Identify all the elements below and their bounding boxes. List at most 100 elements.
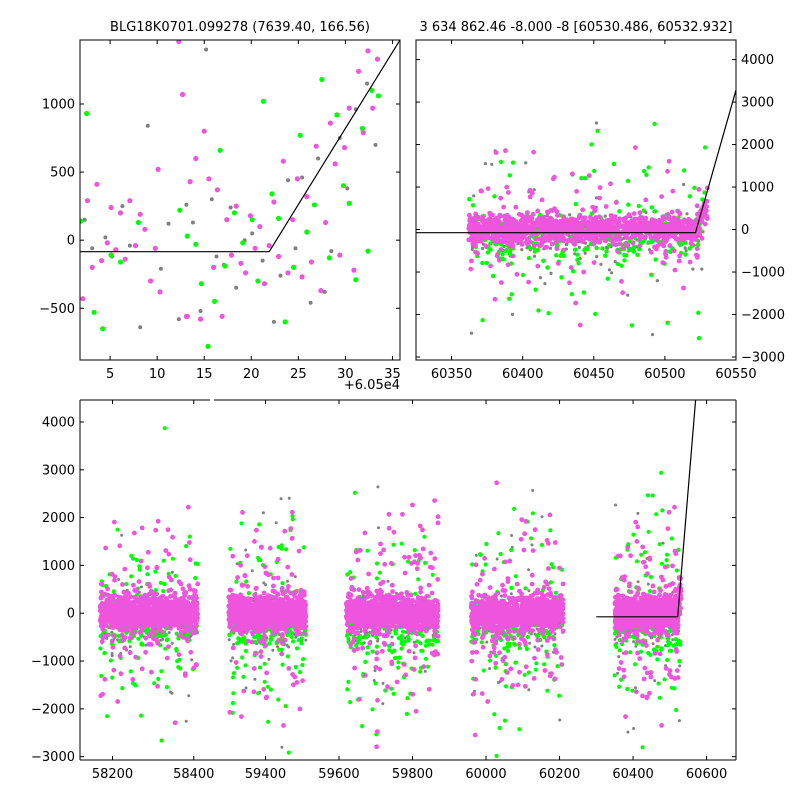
green-point: [193, 575, 198, 581]
pink-point: [570, 230, 576, 236]
pink-point: [599, 218, 605, 224]
green-point: [159, 738, 164, 743]
pink-point: [155, 613, 161, 618]
pink-point: [290, 217, 296, 223]
green-point: [576, 261, 581, 266]
pink-point: [518, 236, 524, 241]
green-point: [162, 581, 167, 587]
pink-point: [694, 203, 700, 209]
pink-point: [263, 643, 269, 648]
pink-point: [150, 624, 156, 630]
pink-point: [165, 616, 170, 622]
gray-point: [469, 331, 474, 335]
pink-point: [127, 198, 133, 204]
green-point: [595, 128, 600, 134]
gray-point: [120, 204, 125, 209]
pink-point: [157, 289, 163, 295]
pink-point: [130, 604, 135, 610]
green-point: [291, 264, 297, 270]
pink-point: [561, 238, 567, 244]
pink-point: [612, 214, 618, 220]
pink-point: [219, 313, 225, 319]
green-point: [600, 246, 605, 251]
pink-point: [146, 641, 152, 647]
pink-point: [545, 228, 551, 234]
pink-point: [191, 665, 197, 671]
pink-point: [500, 237, 506, 243]
green-point: [581, 290, 587, 295]
pink-point: [536, 229, 541, 235]
green-point: [139, 713, 144, 718]
green-point: [702, 190, 707, 195]
green-point: [176, 665, 181, 670]
pink-point: [137, 211, 143, 217]
green-point: [603, 253, 608, 258]
green-point: [667, 249, 672, 254]
pink-point: [288, 590, 293, 596]
gray-point: [286, 579, 289, 583]
pink-point: [490, 234, 495, 240]
pink-point: [632, 216, 638, 222]
pink-point: [489, 218, 494, 224]
pink-point: [180, 91, 186, 98]
pink-point: [471, 233, 476, 239]
pink-point: [113, 607, 119, 612]
pink-point: [548, 236, 553, 242]
pink-point: [593, 234, 598, 240]
pink-point: [492, 238, 498, 244]
gray-point: [549, 271, 553, 275]
green-point: [145, 572, 150, 577]
pink-point: [537, 236, 543, 242]
green-point: [231, 210, 237, 216]
gray-point: [316, 156, 321, 161]
pink-point: [166, 588, 172, 594]
pink-point: [270, 588, 276, 594]
pink-point: [279, 651, 285, 657]
pink-point: [149, 612, 154, 617]
pink-point: [122, 256, 128, 262]
pink-point: [300, 678, 305, 683]
pink-point: [603, 238, 609, 244]
green-point: [235, 641, 240, 646]
pink-point: [172, 720, 178, 726]
pink-point: [110, 595, 116, 601]
pink-point: [159, 594, 164, 600]
green-point: [280, 662, 285, 667]
pink-point: [581, 269, 587, 275]
green-point: [545, 265, 550, 270]
x-tick-label: 5: [106, 367, 114, 382]
green-point: [484, 260, 489, 266]
pink-point: [104, 240, 110, 246]
gray-point: [244, 686, 248, 690]
green-point: [573, 247, 578, 252]
pink-point: [492, 296, 498, 302]
gray-point: [145, 123, 150, 128]
pink-point: [545, 217, 551, 223]
pink-point: [101, 605, 107, 611]
gray-point: [655, 279, 659, 283]
pink-point: [686, 216, 691, 222]
green-point: [120, 686, 125, 691]
pink-point: [178, 596, 184, 601]
gray-point: [622, 236, 626, 240]
green-point: [124, 630, 129, 635]
pink-point: [525, 241, 531, 247]
pink-point: [166, 644, 172, 649]
green-point: [129, 553, 134, 559]
y-tick-label: 0: [741, 223, 749, 238]
pink-point: [556, 226, 562, 232]
pink-point: [623, 241, 628, 247]
pink-point: [374, 56, 380, 62]
gray-point: [190, 220, 195, 225]
green-point: [260, 98, 267, 104]
pink-point: [250, 630, 255, 636]
green-point: [153, 569, 158, 574]
pink-point: [168, 625, 173, 631]
pink-point: [281, 624, 286, 629]
pink-point: [597, 195, 602, 201]
pink-point: [142, 602, 148, 607]
pink-point: [630, 240, 636, 246]
gray-point: [120, 533, 124, 537]
pink-point: [676, 258, 682, 264]
green-point: [195, 561, 200, 567]
